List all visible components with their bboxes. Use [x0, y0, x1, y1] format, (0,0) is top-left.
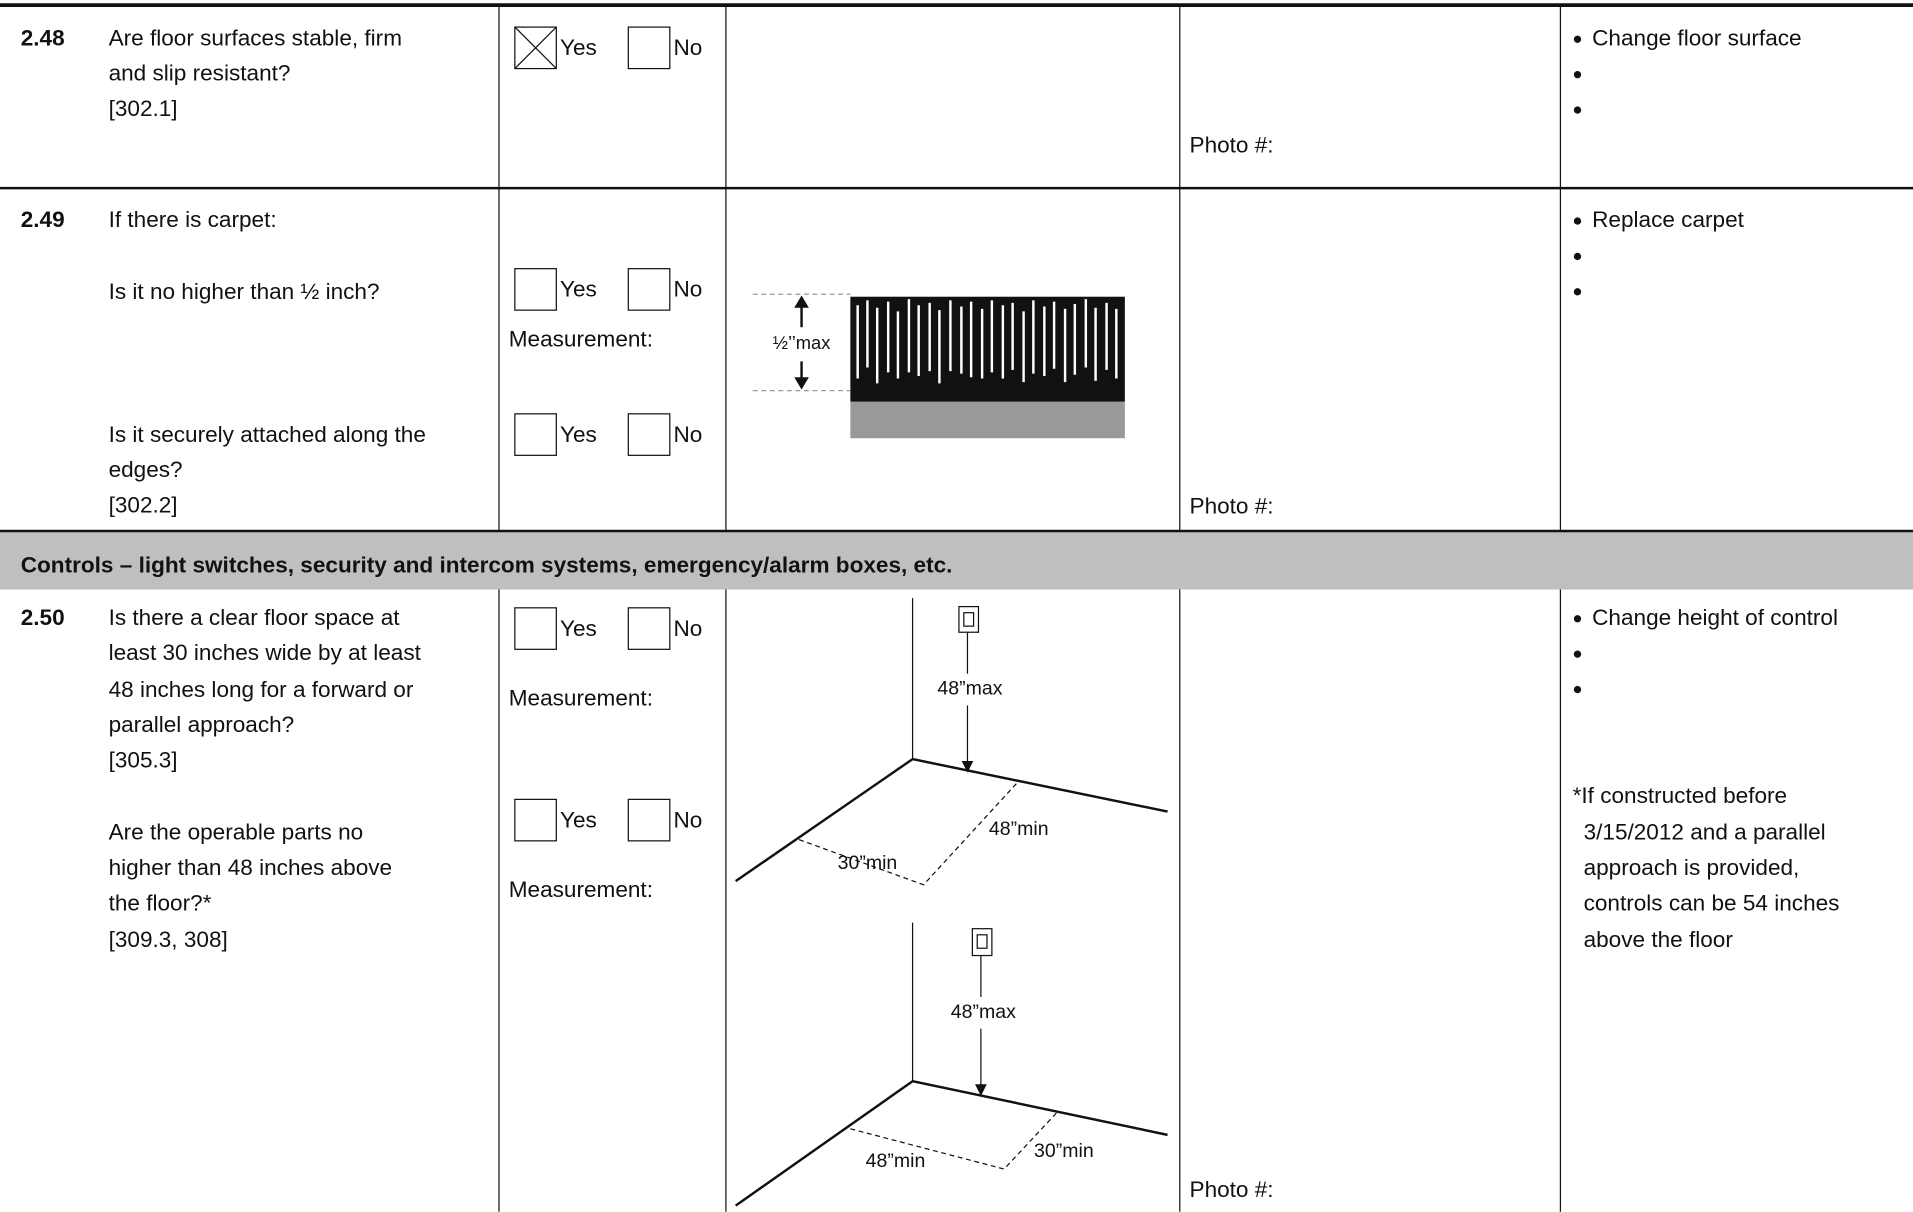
diagram-label: ½’’max — [773, 332, 831, 353]
question-line: the floor?* — [109, 890, 212, 915]
checkbox — [514, 268, 557, 311]
question-line: Are floor surfaces stable, firm — [109, 25, 402, 50]
question-line: Is it securely attached along the — [109, 422, 426, 447]
carpet-base — [850, 401, 1125, 439]
question-line: 48 inches long for a forward or — [109, 677, 414, 702]
note-line: controls can be 54 inches — [1584, 890, 1840, 915]
note-line: approach is provided, — [1584, 855, 1800, 880]
bullet — [1573, 252, 1582, 261]
bullet — [1573, 35, 1582, 43]
photo-label: Photo #: — [1190, 133, 1274, 158]
suggestion: Change floor surface — [1592, 25, 1801, 50]
carpet-diagram — [752, 293, 1125, 439]
option-label: Yes — [560, 277, 597, 302]
note-line: above the floor — [1584, 927, 1734, 952]
measurement-label: Measurement: — [509, 877, 653, 902]
question-line: higher than 48 inches above — [109, 855, 393, 880]
option-label: No — [673, 616, 702, 641]
question-line: [309.3, 308] — [109, 927, 228, 952]
checkbox — [514, 798, 557, 842]
item-number: 2.50 — [21, 605, 65, 630]
diagram-label: 48”max — [951, 1001, 1016, 1023]
note-line: 3/15/2012 and a parallel — [1584, 820, 1826, 845]
bullet — [1573, 288, 1582, 296]
bullet — [1573, 650, 1582, 658]
question-line: [302.2] — [109, 493, 178, 518]
option-label: No — [673, 35, 702, 60]
bullet — [1573, 615, 1582, 623]
question-line: Is it no higher than ½ inch? — [109, 279, 380, 304]
control-diagrams — [734, 598, 1168, 1207]
table-grid — [0, 3, 1913, 1212]
option-label: Yes — [560, 35, 597, 60]
checkbox — [627, 268, 671, 311]
diagram-label: 30”min — [1034, 1140, 1094, 1162]
question-line: least 30 inches wide by at least — [109, 640, 422, 665]
checkbox — [514, 607, 557, 650]
section-band — [0, 530, 1913, 590]
measurement-label: Measurement: — [509, 327, 653, 352]
item-number: 2.49 — [21, 207, 65, 232]
check-mark — [514, 26, 557, 70]
pile-texture — [856, 299, 1118, 384]
item-number: 2.48 — [21, 25, 65, 50]
checkbox — [627, 26, 671, 70]
note-line: *If constructed before — [1573, 783, 1787, 808]
checkbox — [627, 413, 671, 456]
photo-label: Photo #: — [1190, 1177, 1274, 1202]
question-line: parallel approach? — [109, 712, 295, 737]
option-label: Yes — [560, 616, 597, 641]
question-line: edges? — [109, 457, 183, 482]
question-line: Is there a clear floor space at — [109, 605, 401, 630]
bullet — [1573, 106, 1582, 114]
bullet — [1573, 71, 1582, 79]
bullet — [1573, 217, 1582, 225]
diagram-label: 30”min — [838, 852, 898, 874]
option-label: No — [673, 422, 702, 447]
option-label: Yes — [560, 807, 597, 832]
dim-lines — [752, 293, 851, 392]
question-line: and slip resistant? — [109, 61, 291, 86]
diagram-label: 48”min — [989, 818, 1049, 840]
dim-arrow — [794, 295, 809, 390]
diagram-label: 48”min — [866, 1150, 926, 1172]
option-label: No — [673, 807, 702, 832]
question-line: If there is carpet: — [109, 207, 277, 232]
measurement-label: Measurement: — [509, 685, 653, 710]
checkbox — [514, 413, 557, 456]
checkbox — [627, 607, 671, 650]
option-label: Yes — [560, 422, 597, 447]
photo-label: Photo #: — [1190, 494, 1274, 519]
question-line: [302.1] — [109, 96, 178, 121]
diagram-label: 48”max — [937, 678, 1002, 700]
option-label: No — [673, 277, 702, 302]
question-line: Are the operable parts no — [109, 820, 364, 845]
question-line: [305.3] — [109, 748, 178, 773]
bullet — [1573, 685, 1582, 694]
checkbox — [627, 798, 671, 842]
suggestion: Change height of control — [1592, 605, 1838, 630]
carpet-pile — [850, 296, 1125, 402]
suggestion: Replace carpet — [1592, 207, 1744, 232]
section-title: Controls – light switches, security and … — [21, 552, 953, 577]
